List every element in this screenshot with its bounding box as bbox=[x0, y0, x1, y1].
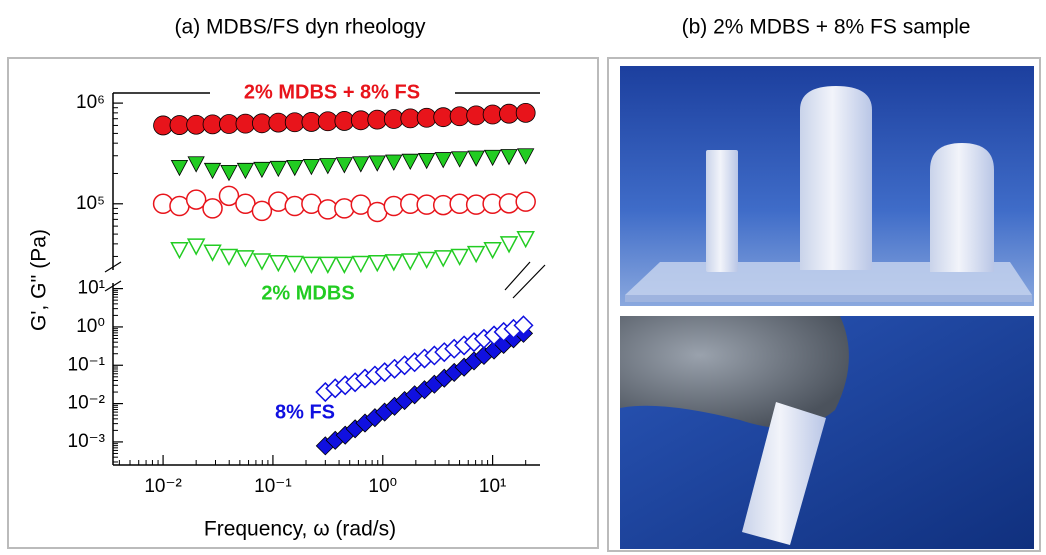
y-tick-label: 10¹ bbox=[78, 278, 105, 299]
y-tick-label: 10⁰ bbox=[76, 316, 105, 337]
series-label: 2% MDBS bbox=[261, 282, 354, 304]
marker-circle bbox=[499, 103, 519, 124]
marker-circle bbox=[416, 107, 437, 128]
marker-triangle bbox=[368, 254, 387, 273]
plot-area: 10⁵ 10⁶ 10⁻³ 10⁻² 10⁻¹ 10⁰ 10¹ 10⁻² 10⁻¹ 10⁰ 10¹ bbox=[68, 92, 546, 497]
axis-break bbox=[504, 261, 531, 291]
marker-triangle bbox=[417, 251, 436, 270]
marker-circle bbox=[169, 115, 190, 135]
marker-triangle bbox=[220, 165, 238, 182]
axis-break bbox=[104, 280, 122, 292]
marker-triangle bbox=[351, 255, 371, 274]
x-tick-label: 10⁻¹ bbox=[254, 476, 292, 497]
panel-frame bbox=[7, 57, 599, 549]
marker-triangle bbox=[302, 159, 321, 176]
marker-triangle bbox=[434, 152, 452, 169]
marker-triangle bbox=[433, 250, 453, 268]
y-axis-label: G', G'' (Pa) bbox=[28, 229, 51, 331]
marker-triangle bbox=[368, 155, 386, 172]
x-axis-label: Frequency, ω (rad/s) bbox=[204, 518, 396, 541]
panel-frame bbox=[607, 57, 1041, 552]
x-tick-label: 10⁻² bbox=[144, 476, 182, 497]
marker-triangle bbox=[335, 256, 354, 275]
marker-triangle bbox=[269, 160, 287, 178]
marker-triangle bbox=[483, 149, 502, 167]
marker-circle bbox=[515, 191, 536, 212]
marker-circle bbox=[317, 111, 338, 132]
y-tick-label: 10⁻³ bbox=[68, 431, 106, 452]
marker-triangle bbox=[219, 248, 239, 267]
marker-circle bbox=[515, 102, 536, 123]
marker-triangle bbox=[335, 157, 354, 174]
marker-triangle bbox=[285, 255, 304, 274]
marker-triangle bbox=[236, 162, 255, 180]
marker-triangle bbox=[384, 254, 404, 272]
marker-triangle bbox=[318, 256, 338, 275]
marker-triangle bbox=[517, 148, 535, 165]
marker-triangle bbox=[170, 159, 189, 177]
series-label: 2% MDBS + 8% FS bbox=[244, 81, 420, 103]
axis-break bbox=[512, 264, 546, 299]
marker-circle bbox=[367, 109, 388, 130]
marker-circle bbox=[218, 185, 240, 207]
y-tick-label: 10⁻² bbox=[68, 393, 106, 414]
marker-triangle bbox=[286, 159, 304, 177]
label-background bbox=[210, 80, 455, 106]
marker-triangle bbox=[385, 154, 403, 171]
marker-triangle bbox=[203, 162, 222, 180]
marker-triangle bbox=[253, 161, 271, 179]
marker-triangle bbox=[483, 241, 502, 260]
marker-triangle bbox=[269, 254, 288, 273]
marker-triangle bbox=[401, 253, 420, 271]
marker-triangle bbox=[236, 250, 255, 268]
y-tick-label: 10⁵ bbox=[76, 193, 105, 214]
x-tick-label: 10⁰ bbox=[368, 476, 397, 497]
chart-title: (a) MDBS/FS dyn rheology bbox=[175, 16, 426, 39]
marker-circle bbox=[185, 189, 207, 210]
marker-triangle bbox=[352, 156, 370, 173]
marker-circle bbox=[284, 112, 305, 133]
marker-diamond bbox=[513, 315, 534, 336]
marker-triangle bbox=[499, 236, 519, 254]
photo-held-gel bbox=[620, 316, 1034, 549]
marker-triangle bbox=[187, 156, 205, 173]
marker-triangle bbox=[319, 158, 337, 175]
series-label: 8% FS bbox=[275, 401, 335, 423]
marker-triangle bbox=[203, 244, 222, 262]
marker-triangle bbox=[170, 241, 189, 260]
marker-triangle bbox=[401, 153, 419, 171]
marker-triangle bbox=[418, 152, 436, 170]
marker-triangle bbox=[186, 238, 206, 256]
axis-break bbox=[104, 261, 122, 273]
marker-triangle bbox=[450, 248, 469, 267]
y-tick-label: 10⁶ bbox=[76, 92, 105, 113]
marker-triangle bbox=[252, 253, 272, 271]
marker-triangle bbox=[467, 150, 485, 167]
photo-vials bbox=[620, 66, 1034, 306]
marker-triangle bbox=[500, 149, 518, 166]
y-tick-label: 10⁻¹ bbox=[68, 354, 106, 375]
x-tick-label: 10¹ bbox=[479, 476, 506, 497]
panel-title: (b) 2% MDBS + 8% FS sample bbox=[682, 16, 971, 39]
marker-triangle bbox=[302, 256, 321, 275]
marker-triangle bbox=[450, 151, 469, 168]
marker-triangle bbox=[516, 230, 535, 249]
marker-triangle bbox=[466, 245, 486, 264]
marker-circle bbox=[202, 198, 223, 219]
marker-circle bbox=[251, 200, 273, 222]
